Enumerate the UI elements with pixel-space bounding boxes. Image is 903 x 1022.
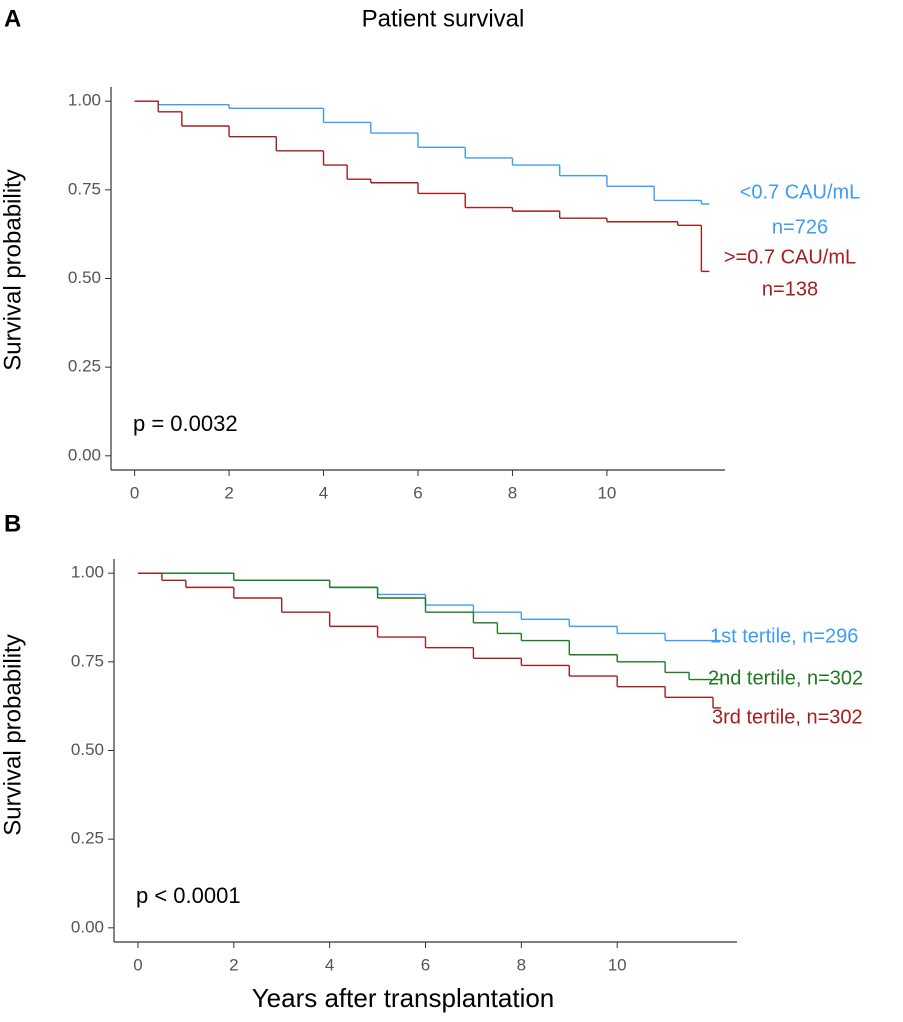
y-tick-label: 0.25 bbox=[71, 829, 104, 848]
x-tick-label: 6 bbox=[413, 483, 422, 502]
y-tick-label: 0.50 bbox=[68, 268, 101, 287]
legend-label: <0.7 CAU/mL bbox=[740, 181, 861, 203]
y-axis-label: Survival probability bbox=[0, 169, 26, 370]
y-tick-label: 0.25 bbox=[68, 357, 101, 376]
x-tick-label: 2 bbox=[224, 483, 233, 502]
x-tick-label: 10 bbox=[597, 483, 616, 502]
y-tick-label: 1.00 bbox=[71, 563, 104, 582]
legend-label: >=0.7 CAU/mL bbox=[724, 246, 856, 268]
panel-label: A bbox=[4, 5, 21, 32]
x-tick-label: 2 bbox=[229, 955, 238, 974]
legend-n: n=726 bbox=[772, 216, 828, 238]
legend-label: 2nd tertile, n=302 bbox=[708, 667, 863, 689]
x-tick-label: 6 bbox=[421, 955, 430, 974]
y-tick-label: 0.75 bbox=[71, 651, 104, 670]
y-tick-label: 1.00 bbox=[68, 91, 101, 110]
y-axis-label: Survival probability bbox=[0, 634, 26, 835]
y-tick-label: 0.75 bbox=[68, 179, 101, 198]
x-tick-label: 0 bbox=[133, 955, 142, 974]
y-tick-label: 0.50 bbox=[71, 740, 104, 759]
x-tick-label: 0 bbox=[130, 483, 139, 502]
x-axis-label: Years after transplantation bbox=[252, 983, 555, 1013]
legend-label: 1st tertile, n=296 bbox=[710, 625, 858, 647]
y-tick-label: 0.00 bbox=[71, 917, 104, 936]
chart-title: Patient survival bbox=[362, 5, 525, 32]
panel-label: B bbox=[4, 510, 21, 537]
legend-label: 3rd tertile, n=302 bbox=[712, 706, 863, 728]
x-tick-label: 4 bbox=[319, 483, 328, 502]
annotation: p = 0.0032 bbox=[133, 411, 238, 436]
x-tick-label: 4 bbox=[325, 955, 334, 974]
x-tick-label: 8 bbox=[508, 483, 517, 502]
x-tick-label: 8 bbox=[517, 955, 526, 974]
legend-n: n=138 bbox=[762, 278, 818, 300]
y-tick-label: 0.00 bbox=[68, 445, 101, 464]
annotation: p < 0.0001 bbox=[136, 883, 241, 908]
x-tick-label: 10 bbox=[608, 955, 627, 974]
